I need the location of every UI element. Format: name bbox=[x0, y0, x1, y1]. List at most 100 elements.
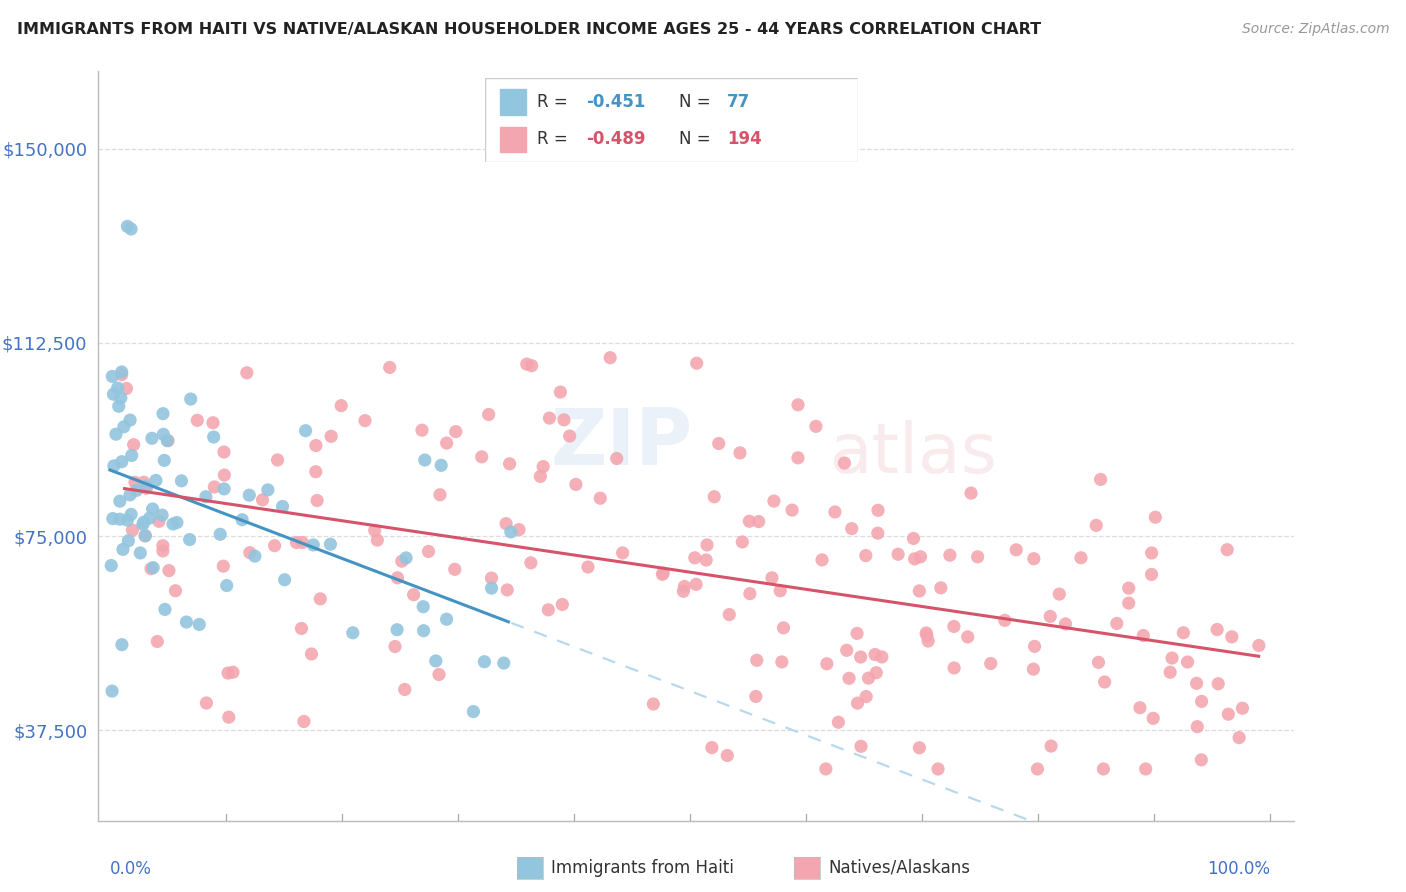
Point bbox=[537, 603, 560, 617]
Point bbox=[402, 588, 425, 602]
Point bbox=[412, 624, 434, 638]
Point bbox=[425, 654, 447, 668]
Point bbox=[108, 494, 131, 508]
Point bbox=[301, 647, 323, 661]
Point bbox=[499, 524, 522, 539]
Point bbox=[908, 740, 931, 755]
Point bbox=[870, 649, 893, 664]
Point bbox=[463, 705, 485, 719]
Point bbox=[215, 578, 238, 592]
Point bbox=[703, 490, 725, 504]
Point bbox=[707, 436, 730, 450]
Text: N =: N = bbox=[679, 93, 716, 112]
Point bbox=[117, 219, 139, 234]
Point bbox=[910, 549, 932, 564]
Point bbox=[738, 586, 761, 600]
Point bbox=[236, 366, 259, 380]
Point bbox=[492, 656, 515, 670]
Point bbox=[330, 399, 353, 413]
Point bbox=[824, 505, 846, 519]
Point bbox=[1087, 656, 1109, 670]
Point bbox=[685, 577, 707, 591]
Point bbox=[1247, 639, 1270, 653]
Text: 194: 194 bbox=[727, 130, 762, 148]
Point bbox=[863, 648, 886, 662]
Point bbox=[1187, 720, 1209, 734]
Point bbox=[1022, 662, 1045, 676]
Point bbox=[1191, 694, 1213, 708]
Point bbox=[291, 535, 314, 549]
Point bbox=[101, 511, 124, 525]
Point bbox=[1232, 701, 1254, 715]
Point bbox=[217, 666, 239, 681]
Point bbox=[152, 544, 174, 558]
Point bbox=[121, 449, 143, 463]
Point bbox=[865, 665, 887, 680]
Point bbox=[1161, 651, 1184, 665]
Point bbox=[516, 357, 538, 371]
Point bbox=[538, 411, 561, 425]
Point bbox=[273, 573, 295, 587]
Point bbox=[942, 619, 965, 633]
Text: Source: ZipAtlas.com: Source: ZipAtlas.com bbox=[1241, 22, 1389, 37]
Point bbox=[412, 599, 434, 614]
Bar bbox=[501, 127, 526, 153]
Point bbox=[966, 549, 988, 564]
Point bbox=[231, 513, 253, 527]
Point bbox=[257, 483, 280, 497]
Point bbox=[1218, 707, 1240, 722]
Text: 77: 77 bbox=[727, 93, 751, 112]
Text: Immigrants from Haiti: Immigrants from Haiti bbox=[551, 859, 734, 877]
Point bbox=[413, 453, 436, 467]
Point bbox=[354, 414, 377, 428]
Point bbox=[769, 583, 792, 598]
Point bbox=[209, 527, 232, 541]
Point bbox=[1024, 640, 1046, 654]
Point bbox=[903, 532, 925, 546]
Point bbox=[478, 408, 501, 422]
Point bbox=[138, 511, 160, 525]
Point bbox=[156, 434, 179, 448]
Point bbox=[849, 739, 872, 754]
Point bbox=[1227, 731, 1250, 745]
Point bbox=[846, 626, 869, 640]
Text: IMMIGRANTS FROM HAITI VS NATIVE/ALASKAN HOUSEHOLDER INCOME AGES 25 - 44 YEARS CO: IMMIGRANTS FROM HAITI VS NATIVE/ALASKAN … bbox=[17, 22, 1040, 37]
Point bbox=[835, 643, 858, 657]
Point bbox=[481, 571, 503, 585]
Point bbox=[153, 602, 176, 616]
Point bbox=[1047, 587, 1070, 601]
Point bbox=[745, 690, 768, 704]
Point bbox=[290, 622, 312, 636]
Point bbox=[762, 494, 785, 508]
Text: R =: R = bbox=[537, 130, 574, 148]
Point bbox=[319, 537, 342, 551]
Point bbox=[150, 508, 173, 522]
Point bbox=[157, 434, 180, 448]
Point bbox=[101, 369, 124, 384]
Point bbox=[134, 528, 156, 542]
Point bbox=[683, 550, 706, 565]
Point bbox=[212, 445, 235, 459]
Point bbox=[673, 579, 696, 593]
Point bbox=[643, 697, 665, 711]
Point bbox=[520, 359, 543, 373]
Point bbox=[141, 431, 163, 445]
Point bbox=[118, 488, 141, 502]
Point bbox=[651, 567, 673, 582]
Point bbox=[142, 502, 165, 516]
Point bbox=[307, 493, 329, 508]
Point bbox=[218, 710, 240, 724]
Point bbox=[391, 554, 413, 568]
Point bbox=[1177, 655, 1199, 669]
Text: N =: N = bbox=[679, 130, 716, 148]
Point bbox=[111, 638, 134, 652]
Point bbox=[520, 556, 543, 570]
Point bbox=[132, 475, 155, 490]
Point bbox=[443, 562, 465, 576]
Point bbox=[194, 490, 217, 504]
Point bbox=[866, 526, 889, 541]
Point bbox=[152, 539, 174, 553]
Point bbox=[212, 482, 235, 496]
Point bbox=[1090, 472, 1112, 486]
Point bbox=[1206, 623, 1229, 637]
